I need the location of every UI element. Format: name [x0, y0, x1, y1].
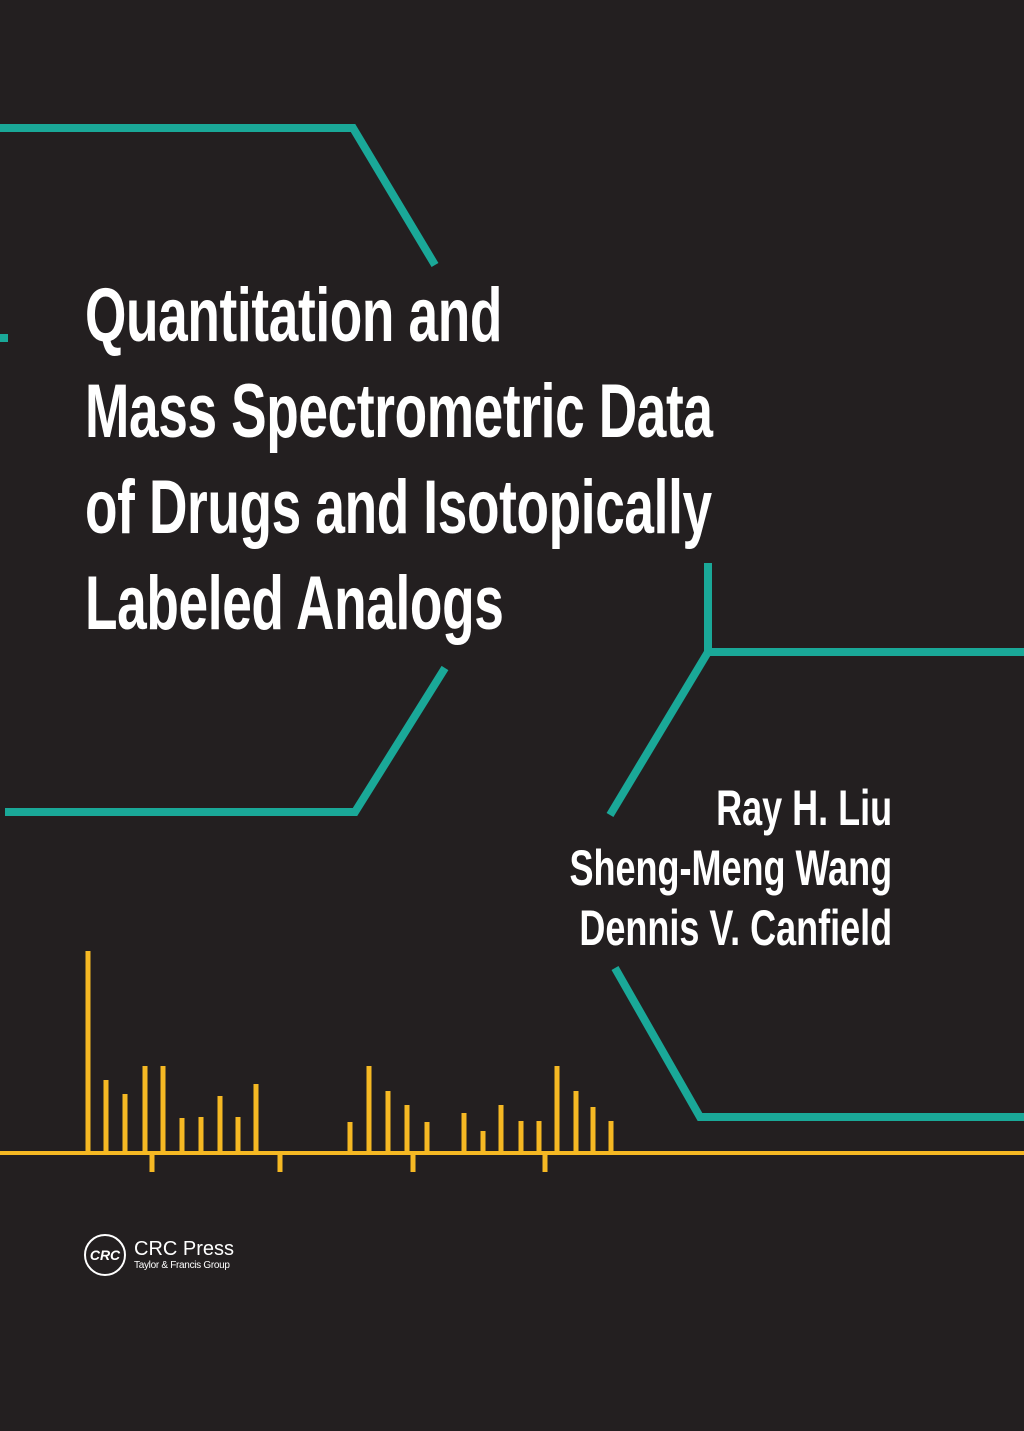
- book-title: Quantitation and Mass Spectrometric Data…: [85, 268, 713, 652]
- title-line: Labeled Analogs: [85, 561, 504, 646]
- teal-line-bottom-right: [611, 966, 1024, 1121]
- publisher-name: CRC Press: [134, 1238, 235, 1260]
- title-line: Mass Spectrometric Data: [85, 369, 713, 454]
- authors: Ray H. Liu Sheng-Meng Wang Dennis V. Can…: [569, 778, 892, 958]
- mass-spectrum-graphic: [0, 951, 1024, 1172]
- teal-line-left: [5, 665, 449, 816]
- teal-line-right: [704, 563, 1024, 656]
- author: Ray H. Liu: [715, 780, 892, 836]
- title-line: Quantitation and: [85, 273, 503, 358]
- publisher-logo: CRC CRC Press Taylor & Francis Group: [84, 1234, 234, 1276]
- teal-line-right-diagonal: [606, 649, 712, 818]
- author: Dennis V. Canfield: [579, 900, 892, 956]
- title-line: of Drugs and Isotopically: [85, 465, 712, 550]
- publisher-group: Taylor & Francis Group: [134, 1260, 230, 1271]
- logo-mark: CRC: [89, 1247, 121, 1263]
- author: Sheng-Meng Wang: [569, 840, 892, 896]
- crc-logo-icon: CRC: [84, 1234, 126, 1276]
- teal-line-top: [0, 124, 439, 268]
